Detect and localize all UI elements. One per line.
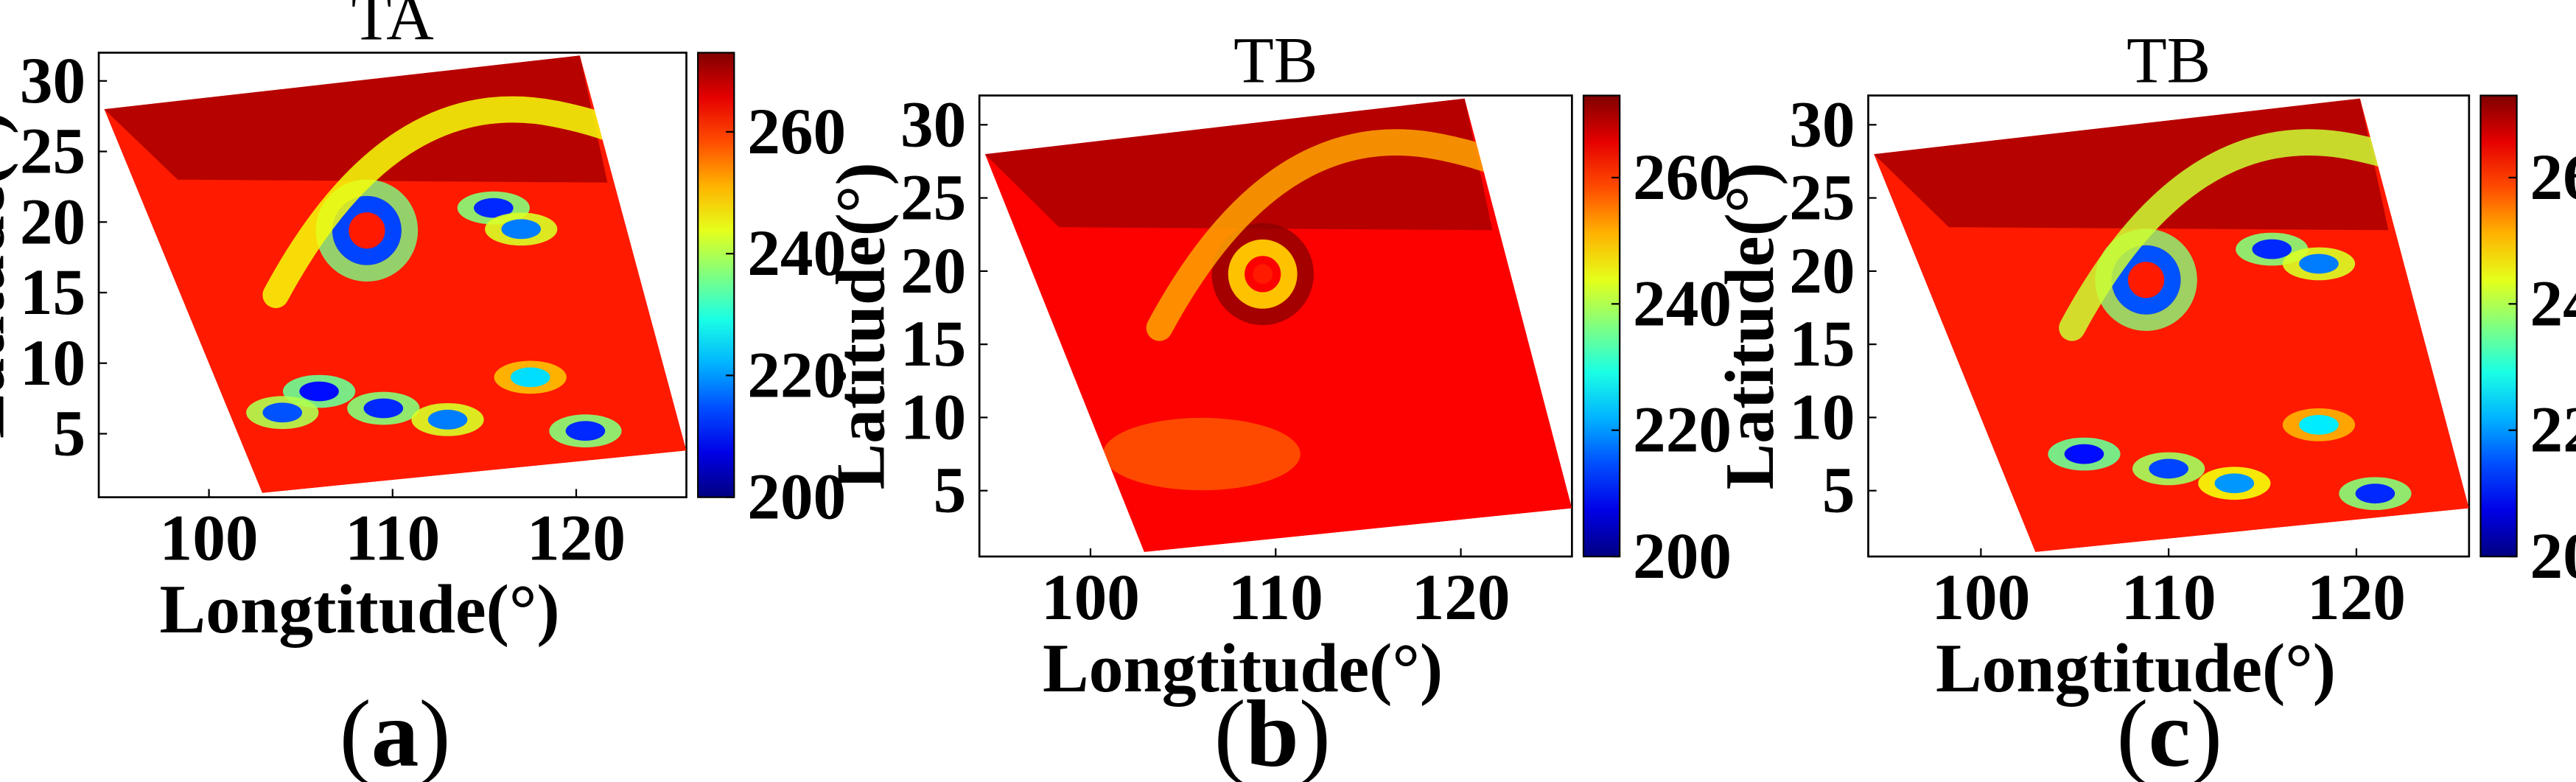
colorbar <box>2479 94 2518 558</box>
colorbar-tick-label: 200 <box>1633 520 1732 593</box>
eyewall-outer <box>1211 223 1314 326</box>
cloud-cluster <box>299 381 339 402</box>
y-tick-label: 5 <box>1822 454 1855 527</box>
eye <box>2136 270 2156 290</box>
y-tick-label: 25 <box>900 161 966 234</box>
eyewall <box>2111 245 2181 315</box>
panel-caption-letter: a <box>371 682 419 782</box>
y-tick-label: 5 <box>52 397 85 470</box>
cloud-cluster <box>2214 473 2255 494</box>
colorbar-tick-label: 240 <box>2530 267 2576 340</box>
cloud-cluster <box>2252 239 2292 259</box>
colorbar <box>1582 94 1621 558</box>
colorbar-tick-label: 240 <box>1633 267 1732 340</box>
panel-title: TB <box>1233 24 1317 97</box>
x-tick-label: 120 <box>1412 561 1511 634</box>
panel-title: TB <box>2127 24 2211 97</box>
cloud-cluster <box>474 198 514 218</box>
colorbar-tick-label: 260 <box>1633 141 1732 214</box>
y-tick-label: 25 <box>20 115 85 188</box>
y-tick-label: 10 <box>20 327 85 399</box>
y-tick-label: 20 <box>20 185 85 258</box>
x-tick-label: 110 <box>1228 561 1323 634</box>
y-tick-label: 25 <box>1789 161 1855 234</box>
y-axis-label: Latitude(°) <box>0 111 18 439</box>
y-tick-label: 15 <box>20 256 85 329</box>
spiral-band <box>2059 129 2469 341</box>
eye <box>1253 264 1273 284</box>
panel-caption: (a) <box>340 682 451 782</box>
y-axis-label: Latitude(°) <box>1712 162 1788 489</box>
cloud-cluster <box>2149 458 2188 479</box>
y-axis-label: Latitude(°) <box>823 162 900 489</box>
x-axis-label: Longtitude(°) <box>1043 630 1443 707</box>
cloud-cluster <box>262 402 303 423</box>
swath <box>1874 98 2469 553</box>
colorbar-tick-label: 220 <box>1633 394 1732 467</box>
x-tick-label: 120 <box>527 502 626 575</box>
cloud-cluster <box>565 421 606 441</box>
warm-zone <box>104 55 608 183</box>
x-axis-label: Longtitude(°) <box>1936 630 2336 707</box>
panel-caption: (c) <box>2116 682 2222 782</box>
colorbar-tick-label: 220 <box>747 338 846 411</box>
colorbar-tick-label: 200 <box>2530 520 2576 593</box>
panel-caption: (b) <box>1214 682 1331 782</box>
y-tick-label: 20 <box>1789 234 1855 307</box>
eye <box>357 220 377 241</box>
cloud-cluster <box>2064 444 2104 464</box>
swath <box>984 98 1572 553</box>
panel-caption-letter: b <box>1246 682 1299 782</box>
cloud-cluster <box>363 398 404 419</box>
x-tick-label: 100 <box>160 502 259 575</box>
x-tick-label: 100 <box>1041 561 1140 634</box>
y-tick-label: 15 <box>900 307 966 380</box>
eyewall <box>332 195 402 265</box>
cloud-cluster <box>501 219 542 240</box>
colorbar-tick-label: 200 <box>747 461 846 534</box>
y-tick-label: 10 <box>900 380 966 453</box>
eyewall <box>1228 239 1298 309</box>
colorbar-tick-label: 260 <box>2530 141 2576 214</box>
y-tick-label: 30 <box>20 44 85 117</box>
colorbar-tick-label: 220 <box>2530 394 2576 467</box>
y-tick-label: 15 <box>1789 307 1855 380</box>
x-tick-label: 110 <box>2121 561 2216 634</box>
colorbar-tick-label: 240 <box>747 217 846 290</box>
x-tick-label: 120 <box>2307 561 2406 634</box>
cloud-cluster <box>427 409 468 430</box>
y-tick-label: 30 <box>1789 88 1855 161</box>
x-tick-label: 100 <box>1931 561 2030 634</box>
y-tick-label: 30 <box>900 88 966 161</box>
colorbar-tick-label: 260 <box>747 95 846 168</box>
y-tick-label: 5 <box>934 454 967 527</box>
cloud-cluster <box>2299 414 2339 435</box>
cloud-cluster <box>2355 483 2395 504</box>
warm-zone <box>1874 98 2389 231</box>
panel-title: TA <box>351 0 434 55</box>
y-tick-label: 10 <box>1789 380 1855 453</box>
x-tick-label: 110 <box>345 502 440 575</box>
y-tick-label: 20 <box>900 234 966 307</box>
colorbar <box>697 52 735 498</box>
x-axis-label: Longtitude(°) <box>160 571 560 648</box>
warm-patch <box>1102 417 1301 491</box>
cloud-cluster <box>510 367 550 388</box>
cloud-cluster <box>2299 254 2339 274</box>
panel-caption-letter: c <box>2149 682 2191 782</box>
